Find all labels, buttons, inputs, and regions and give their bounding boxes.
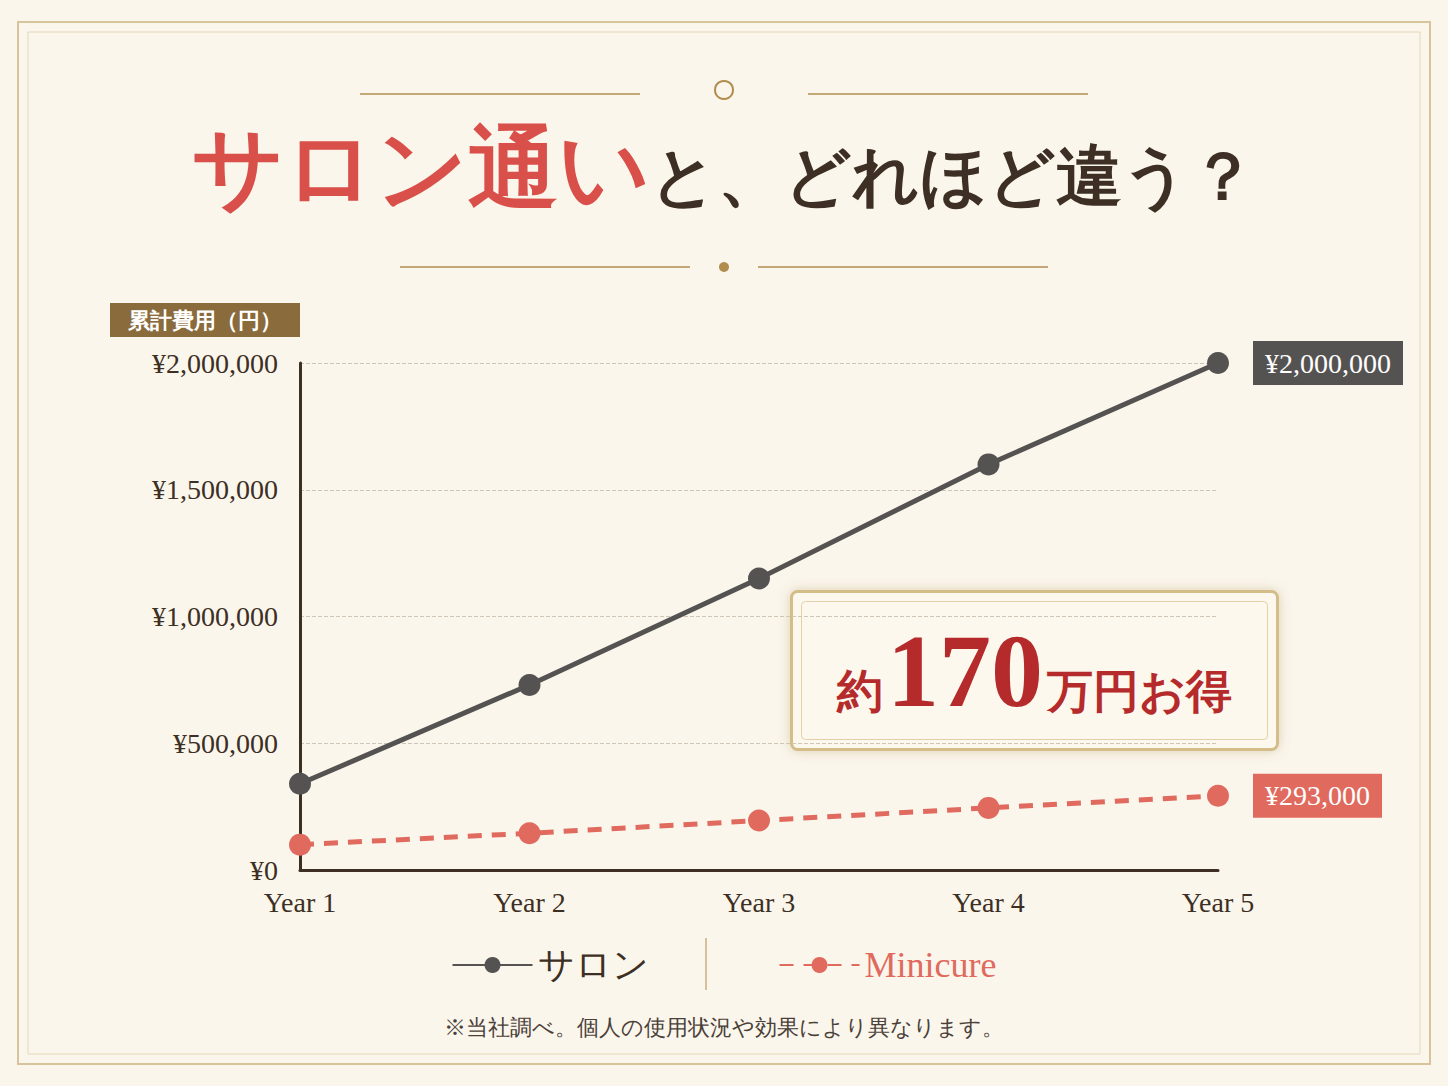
svg-text:Year 4: Year 4 <box>952 887 1025 918</box>
svg-text:Year 5: Year 5 <box>1182 887 1255 918</box>
svg-text:¥2,000,000: ¥2,000,000 <box>152 348 278 379</box>
svg-text:約: 約 <box>836 666 883 717</box>
svg-text:170: 170 <box>887 613 1043 728</box>
svg-text:※当社調べ。個人の使用状況や効果により異なります。: ※当社調べ。個人の使用状況や効果により異なります。 <box>444 1015 1004 1040</box>
svg-text:と、どれほど違う？: と、どれほど違う？ <box>650 140 1256 213</box>
svg-text:Minicure: Minicure <box>865 945 997 985</box>
svg-text:サロン: サロン <box>538 945 649 985</box>
svg-text:万円お得: 万円お得 <box>1046 666 1232 717</box>
svg-text:累計費用（円）: 累計費用（円） <box>127 308 282 333</box>
svg-text:¥293,000: ¥293,000 <box>1265 780 1370 811</box>
svg-text:¥2,000,000: ¥2,000,000 <box>1265 348 1391 379</box>
svg-text:サロン通い: サロン通い <box>192 119 650 218</box>
svg-text:Year 3: Year 3 <box>723 887 796 918</box>
svg-text:¥500,000: ¥500,000 <box>173 728 278 759</box>
svg-text:Year 2: Year 2 <box>493 887 566 918</box>
svg-text:¥1,000,000: ¥1,000,000 <box>152 601 278 632</box>
svg-text:¥1,500,000: ¥1,500,000 <box>152 474 278 505</box>
svg-text:¥0: ¥0 <box>250 855 278 886</box>
svg-text:Year 1: Year 1 <box>264 887 337 918</box>
